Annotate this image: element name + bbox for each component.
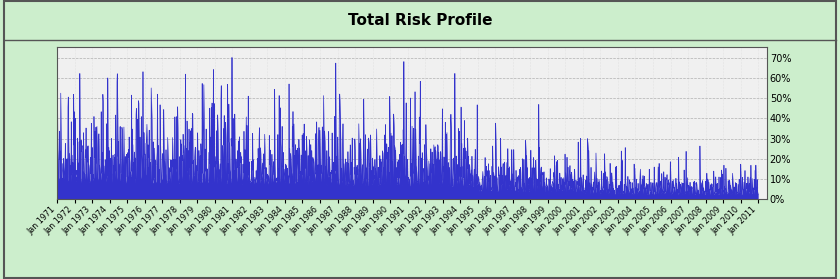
Text: Total Risk Profile: Total Risk Profile xyxy=(348,13,492,28)
